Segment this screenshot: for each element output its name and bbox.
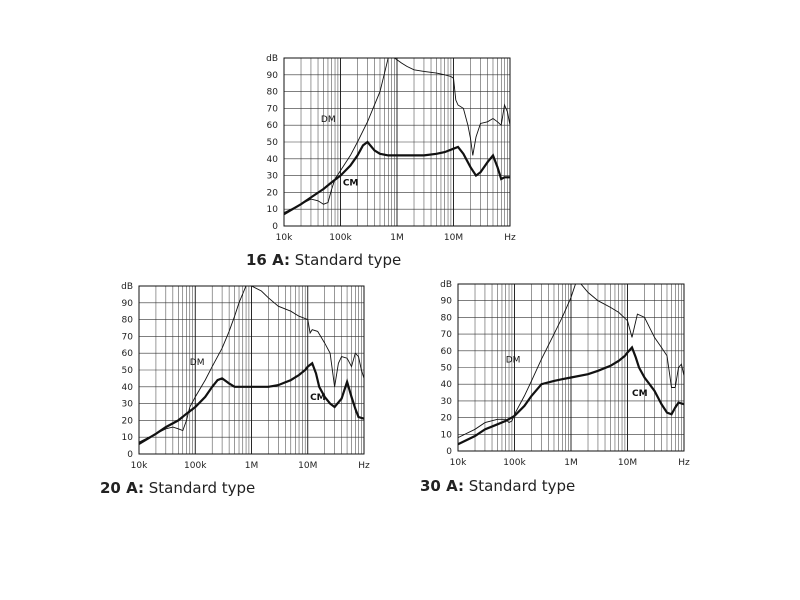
plot-frame — [457, 283, 685, 452]
caption-rating: 20 A: — [100, 479, 144, 497]
chart-30a: 0 10 20 30 40 50 60 70 80 90 dB 10k 100k 1M 10M Hz DM CM 3… — [420, 280, 690, 495]
x-tick-label: 100k — [503, 458, 526, 468]
caption-type: Standard type — [464, 477, 575, 495]
y-tick-label: 20 — [267, 188, 279, 198]
x-tick-label: 10M — [444, 233, 463, 243]
y-tick-label: 20 — [441, 414, 453, 424]
grid — [457, 283, 684, 452]
caption-type: Standard type — [144, 479, 255, 497]
y-tick-label: 70 — [267, 104, 279, 114]
series-line-dm — [283, 57, 511, 214]
y-tick-label: dB — [440, 280, 452, 290]
y-tick-label: 40 — [122, 383, 134, 393]
y-tick-label: 60 — [441, 347, 453, 357]
series-label-cm: CM — [343, 179, 359, 189]
x-tick-label: 100k — [329, 233, 352, 243]
x-tick-label: Hz — [678, 458, 690, 468]
x-tick-label: 10M — [618, 458, 637, 468]
y-tick-label: 50 — [441, 364, 453, 374]
plot-frame — [283, 57, 511, 227]
y-tick-label: dB — [266, 54, 278, 64]
y-tick-label: 0 — [272, 222, 278, 232]
y-tick-label: 70 — [441, 330, 453, 340]
series-line-cm — [283, 140, 510, 216]
y-tick-label: 40 — [441, 380, 453, 390]
y-tick-label: 10 — [267, 205, 279, 215]
series-label-dm: DM — [321, 115, 336, 125]
y-tick-label: 90 — [441, 297, 453, 307]
caption-type: Standard type — [290, 251, 401, 269]
chart-16a: 0 10 20 30 40 50 60 70 80 90 dB 10k 100k 1M 10M Hz DM CM 1… — [246, 54, 516, 269]
y-tick-label: 90 — [122, 299, 134, 309]
y-tick-label: 50 — [122, 366, 134, 376]
y-tick-label: 20 — [122, 416, 134, 426]
y-tick-label: 60 — [122, 349, 134, 359]
series-label-dm: DM — [506, 355, 521, 365]
x-tick-label: 100k — [184, 461, 207, 471]
chart-20a: 0 10 20 30 40 50 60 70 80 90 dB 10k 100k 1M 10M Hz DM CM 2… — [100, 282, 370, 497]
chart-caption: 30 A: Standard type — [420, 477, 575, 495]
caption-rating: 16 A: — [246, 251, 290, 269]
y-tick-label: 0 — [446, 447, 452, 457]
x-tick-label: 1M — [245, 461, 259, 471]
series-line-dm — [457, 283, 685, 439]
y-tick-label: 0 — [127, 450, 133, 460]
y-tick-label: 40 — [267, 155, 279, 165]
y-tick-label: 80 — [441, 313, 453, 323]
series-line-cm — [138, 361, 365, 445]
y-tick-label: 80 — [267, 88, 279, 98]
x-tick-label: 10M — [298, 461, 317, 471]
x-tick-label: 1M — [564, 458, 578, 468]
y-tick-label: 60 — [267, 121, 279, 131]
chart-caption: 20 A: Standard type — [100, 479, 255, 497]
x-tick-label: 10k — [131, 461, 148, 471]
y-tick-label: 80 — [122, 316, 134, 326]
series-label-dm: DM — [190, 358, 205, 368]
series-label-cm: CM — [632, 389, 648, 399]
series-line-dm — [138, 285, 365, 443]
series-label-cm: CM — [310, 393, 326, 403]
y-tick-label: dB — [121, 282, 133, 292]
y-tick-label: 30 — [267, 172, 279, 182]
series-line-cm — [457, 345, 685, 446]
caption-rating: 30 A: — [420, 477, 464, 495]
chart-caption: 16 A: Standard type — [246, 251, 401, 269]
grid — [138, 285, 364, 455]
y-tick-label: 10 — [441, 430, 453, 440]
x-tick-label: 1M — [390, 233, 404, 243]
y-tick-label: 30 — [441, 397, 453, 407]
y-tick-label: 90 — [267, 71, 279, 81]
x-tick-label: 10k — [276, 233, 293, 243]
x-tick-label: Hz — [504, 233, 516, 243]
y-tick-label: 50 — [267, 138, 279, 148]
y-tick-label: 70 — [122, 332, 134, 342]
y-tick-label: 30 — [122, 400, 134, 410]
x-tick-label: Hz — [358, 461, 370, 471]
y-tick-label: 10 — [122, 433, 134, 443]
x-tick-label: 10k — [450, 458, 467, 468]
